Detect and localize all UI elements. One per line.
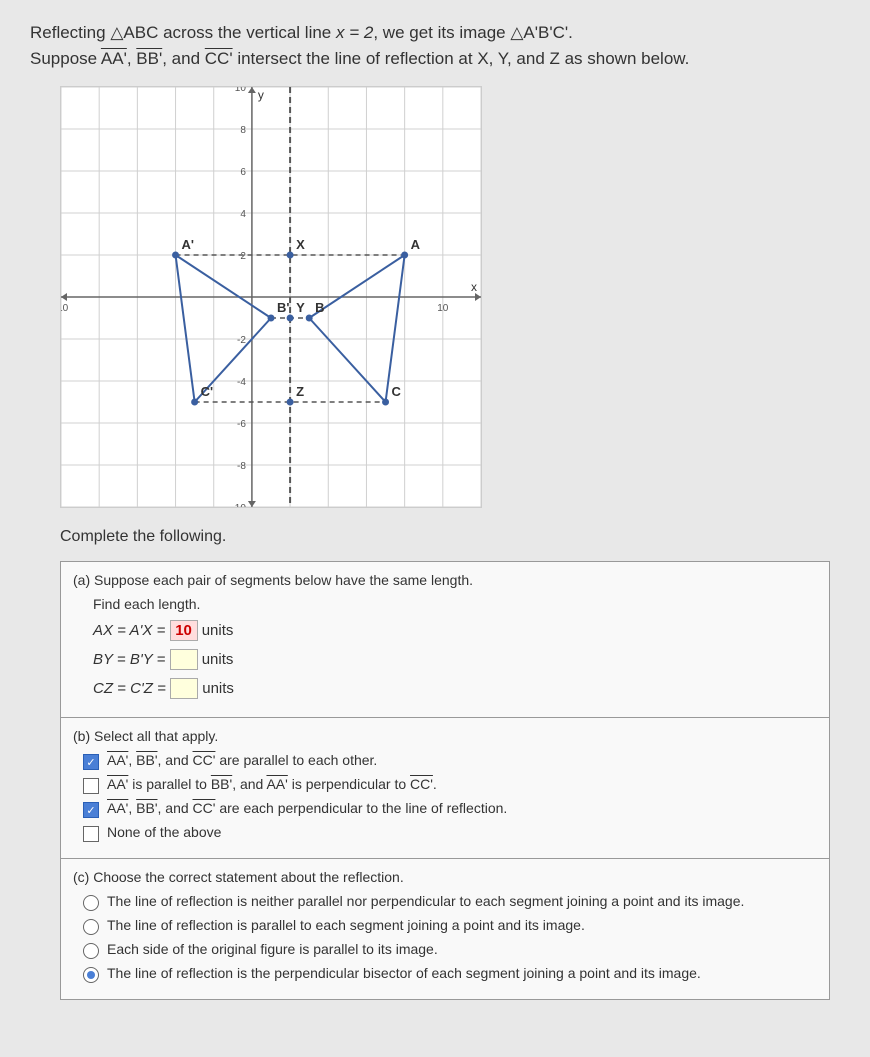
svg-text:-8: -8 (237, 461, 246, 472)
checkbox-option: AA', BB', and CC' are each perpendicular… (83, 800, 817, 818)
length-input[interactable] (170, 649, 198, 670)
svg-text:B': B' (277, 300, 289, 315)
problem-statement: Reflecting △ABC across the vertical line… (30, 20, 840, 71)
checkbox[interactable] (83, 754, 99, 770)
checkbox-label: AA', BB', and CC' are each perpendicular… (107, 800, 507, 816)
part-b-cell: (b) Select all that apply. AA', BB', and… (61, 718, 830, 859)
radio-label: The line of reflection is the perpendicu… (107, 965, 701, 981)
part-b-header: (b) Select all that apply. (73, 728, 817, 744)
svg-text:Y: Y (296, 300, 305, 315)
svg-text:x: x (471, 280, 477, 294)
svg-text:y: y (258, 88, 264, 102)
checkbox[interactable] (83, 826, 99, 842)
coordinate-graph: -10 10 -10 -8 -6 -4 -2 2 4 6 8 10 y x A' A B' B C' C X Y Z (60, 86, 482, 508)
length-input[interactable]: 10 (170, 620, 198, 641)
part-a-cell: (a) Suppose each pair of segments below … (61, 562, 830, 718)
radio-option: The line of reflection is parallel to ea… (83, 917, 817, 935)
svg-text:C: C (392, 384, 402, 399)
radio-label: Each side of the original figure is para… (107, 941, 438, 957)
svg-text:A': A' (182, 237, 194, 252)
svg-text:B: B (315, 300, 324, 315)
radio[interactable] (83, 943, 99, 959)
answer-table: (a) Suppose each pair of segments below … (60, 561, 830, 1000)
svg-text:A: A (411, 237, 421, 252)
svg-text:6: 6 (240, 167, 246, 178)
svg-text:-10: -10 (61, 303, 69, 314)
checkbox[interactable] (83, 802, 99, 818)
svg-text:8: 8 (240, 125, 246, 136)
length-equation: CZ = C'Z = units (93, 678, 817, 699)
svg-text:X: X (296, 237, 305, 252)
part-c-header: (c) Choose the correct statement about t… (73, 869, 817, 885)
radio[interactable] (83, 967, 99, 983)
checkbox-label: AA' is parallel to BB', and AA' is perpe… (107, 776, 437, 792)
checkbox-option: None of the above (83, 824, 817, 842)
svg-text:10: 10 (235, 87, 247, 94)
radio-label: The line of reflection is parallel to ea… (107, 917, 585, 933)
radio[interactable] (83, 895, 99, 911)
checkbox-option: AA', BB', and CC' are parallel to each o… (83, 752, 817, 770)
part-a-header: (a) Suppose each pair of segments below … (73, 572, 817, 588)
checkbox[interactable] (83, 778, 99, 794)
radio[interactable] (83, 919, 99, 935)
radio-label: The line of reflection is neither parall… (107, 893, 744, 909)
radio-option: Each side of the original figure is para… (83, 941, 817, 959)
svg-text:4: 4 (240, 209, 246, 220)
svg-text:Z: Z (296, 384, 304, 399)
svg-text:-10: -10 (231, 503, 246, 507)
svg-text:C': C' (201, 384, 213, 399)
checkbox-label: AA', BB', and CC' are parallel to each o… (107, 752, 377, 768)
svg-text:2: 2 (240, 251, 246, 262)
radio-option: The line of reflection is the perpendicu… (83, 965, 817, 983)
svg-text:-6: -6 (237, 419, 246, 430)
svg-text:-4: -4 (237, 377, 246, 388)
part-a-sub: Find each length. (93, 596, 817, 612)
radio-option: The line of reflection is neither parall… (83, 893, 817, 911)
length-equation: AX = A'X = 10 units (93, 620, 817, 641)
length-equation: BY = B'Y = units (93, 649, 817, 670)
checkbox-option: AA' is parallel to BB', and AA' is perpe… (83, 776, 817, 794)
svg-text:10: 10 (437, 303, 449, 314)
checkbox-label: None of the above (107, 824, 221, 840)
svg-text:-2: -2 (237, 335, 246, 346)
complete-prompt: Complete the following. (60, 528, 840, 546)
part-c-cell: (c) Choose the correct statement about t… (61, 859, 830, 1000)
length-input[interactable] (170, 678, 198, 699)
